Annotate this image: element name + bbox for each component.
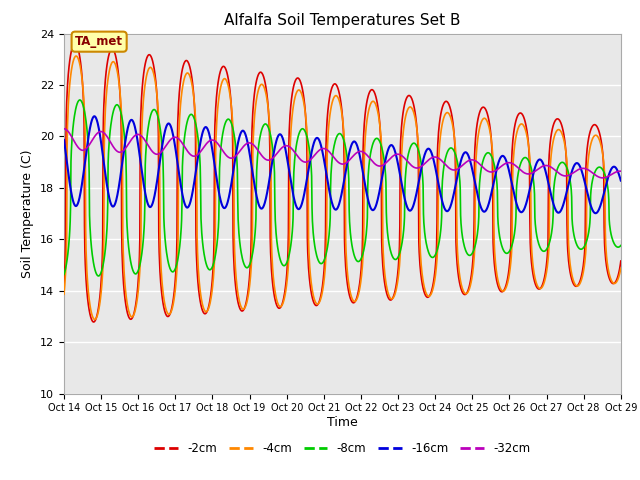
-8cm: [95, 273, 102, 279]
-32cm: [170, 134, 178, 140]
-8cm: [247, 258, 255, 264]
X-axis label: Time: Time: [327, 416, 358, 429]
-2cm: [617, 258, 625, 264]
-2cm: [71, 40, 79, 46]
-2cm: [247, 249, 255, 255]
-8cm: [617, 242, 625, 248]
Line: -8cm: -8cm: [64, 100, 621, 276]
Y-axis label: Soil Temperature (C): Soil Temperature (C): [22, 149, 35, 278]
-8cm: [185, 115, 193, 120]
-8cm: [429, 254, 437, 260]
-8cm: [172, 266, 179, 272]
-16cm: [171, 141, 179, 146]
-32cm: [184, 149, 191, 155]
-4cm: [429, 284, 437, 289]
-16cm: [184, 204, 192, 210]
Line: -4cm: -4cm: [64, 56, 621, 320]
-4cm: [247, 269, 255, 275]
-2cm: [60, 281, 68, 287]
-32cm: [502, 161, 509, 167]
-2cm: [90, 319, 98, 325]
-4cm: [185, 71, 193, 77]
-4cm: [60, 291, 68, 297]
-32cm: [246, 140, 254, 146]
-2cm: [185, 60, 193, 66]
-8cm: [60, 272, 68, 277]
-16cm: [246, 156, 254, 162]
-16cm: [60, 137, 68, 143]
-4cm: [617, 265, 625, 271]
Line: -16cm: -16cm: [64, 116, 621, 213]
-2cm: [552, 118, 559, 123]
Line: -2cm: -2cm: [64, 43, 621, 322]
-8cm: [502, 251, 510, 256]
-32cm: [599, 175, 607, 181]
-2cm: [172, 280, 179, 286]
-4cm: [72, 53, 80, 59]
-32cm: [551, 167, 559, 173]
Text: TA_met: TA_met: [75, 35, 123, 48]
-2cm: [502, 282, 510, 288]
-16cm: [592, 210, 600, 216]
-4cm: [502, 284, 510, 290]
-4cm: [552, 131, 559, 136]
-4cm: [91, 317, 99, 323]
-2cm: [429, 279, 437, 285]
-16cm: [429, 155, 437, 161]
-16cm: [90, 113, 98, 119]
-16cm: [617, 178, 625, 183]
Title: Alfalfa Soil Temperatures Set B: Alfalfa Soil Temperatures Set B: [224, 13, 461, 28]
Legend: -2cm, -4cm, -8cm, -16cm, -32cm: -2cm, -4cm, -8cm, -16cm, -32cm: [150, 437, 535, 460]
-32cm: [429, 155, 436, 160]
-32cm: [60, 126, 68, 132]
Line: -32cm: -32cm: [64, 129, 621, 178]
-4cm: [172, 289, 179, 295]
-32cm: [617, 168, 625, 174]
-8cm: [552, 174, 559, 180]
-16cm: [551, 205, 559, 211]
-8cm: [76, 97, 84, 103]
-16cm: [502, 157, 509, 163]
